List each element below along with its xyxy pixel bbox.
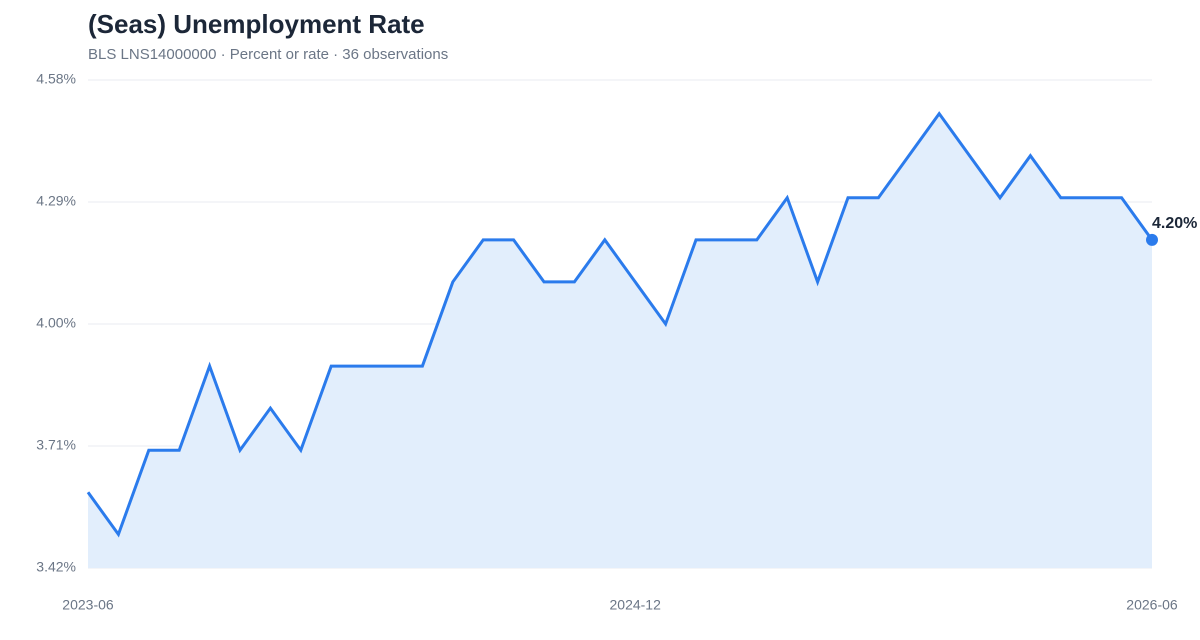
chart-title: (Seas) Unemployment Rate (88, 9, 425, 39)
y-tick-label: 4.29% (36, 193, 76, 209)
y-tick-label: 3.71% (36, 437, 76, 453)
line (86, 111, 1154, 538)
x-tick-label: 2026-06 (1126, 597, 1178, 613)
area (88, 113, 1152, 568)
x-tick-label: 2023-06 (62, 597, 114, 613)
chart-subtitle: BLS LNS14000000 · Percent or rate · 36 o… (88, 46, 448, 63)
y-tick-label: 4.58% (36, 71, 76, 87)
y-tick-label: 3.42% (36, 559, 76, 575)
end-point (1146, 233, 1158, 246)
end-label: 4.20% (1152, 215, 1197, 232)
x-tick-label: 2024-12 (610, 597, 662, 613)
y-tick-label: 4.00% (36, 315, 76, 331)
